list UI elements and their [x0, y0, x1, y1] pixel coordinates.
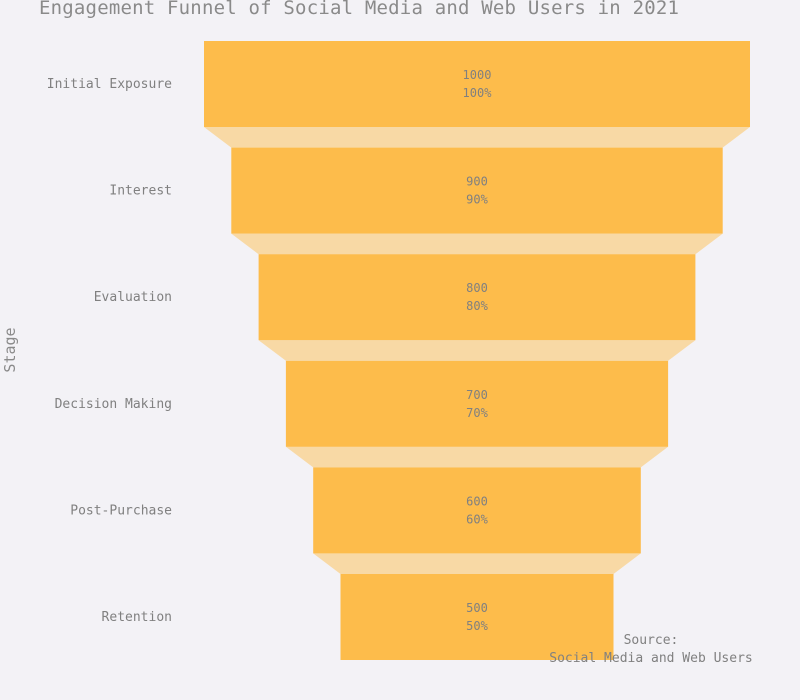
funnel-connector — [313, 553, 641, 574]
bar-percent-label: 50% — [466, 619, 488, 633]
bar-value-label: 700 — [466, 388, 488, 402]
funnel-bar[interactable] — [285, 360, 669, 447]
bars-layer — [204, 41, 750, 660]
labels-layer: 1000 100% 900 90% 800 80% 700 70% 600 60% 500 50% — [463, 68, 493, 633]
category-tick-label: Initial Exposure — [47, 77, 172, 92]
bar-value-label: 600 — [466, 494, 488, 508]
category-tick-label: Interest — [109, 184, 172, 199]
category-labels: Initial Exposure Interest Evaluation Decisi… — [47, 77, 172, 625]
bar-value-label: 1000 — [463, 68, 492, 82]
source-annotation: Source: Social Media and Web Users — [520, 632, 782, 668]
funnel-connector — [258, 340, 696, 361]
funnel-connector — [204, 127, 750, 148]
connectors-layer — [204, 127, 750, 574]
funnel-bar[interactable] — [258, 254, 696, 341]
category-tick-label: Evaluation — [94, 290, 172, 305]
bar-percent-label: 60% — [466, 512, 488, 526]
bar-percent-label: 100% — [463, 86, 493, 100]
source-label: Source: — [623, 633, 679, 648]
source-text: Social Media and Web Users — [549, 651, 753, 666]
funnel-bar[interactable] — [231, 147, 723, 234]
bar-percent-label: 90% — [466, 193, 488, 207]
funnel-connector — [231, 233, 723, 255]
category-tick-label: Post-Purchase — [70, 503, 172, 518]
chart-title: Engagement Funnel of Social Media and We… — [39, 0, 680, 19]
funnel-connector — [285, 446, 669, 468]
bar-percent-label: 70% — [466, 406, 488, 420]
bar-value-label: 800 — [466, 281, 488, 295]
bar-value-label: 900 — [466, 175, 488, 189]
funnel-bar[interactable] — [204, 41, 750, 127]
bar-percent-label: 80% — [466, 299, 488, 313]
category-tick-label: Decision Making — [55, 397, 172, 412]
funnel-bar[interactable] — [340, 574, 614, 660]
funnel-bar[interactable] — [313, 467, 641, 554]
bar-value-label: 500 — [466, 601, 488, 615]
y-axis-title: Stage — [1, 327, 19, 373]
category-tick-label: Retention — [102, 610, 172, 625]
